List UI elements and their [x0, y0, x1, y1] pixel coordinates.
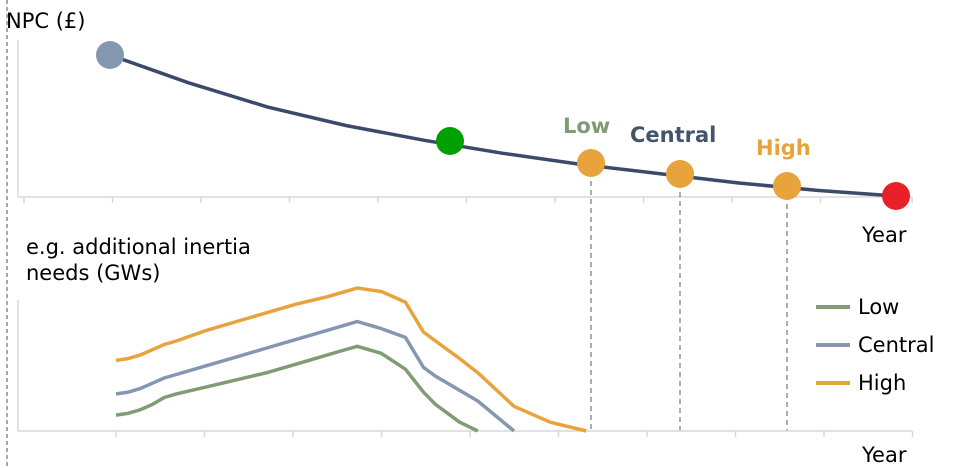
bottom-y-axis-label: e.g. additional inertia needs (GWs): [26, 235, 251, 285]
high-point: [773, 172, 801, 200]
legend-label-high: High: [858, 371, 907, 395]
series-line-low: [115, 344, 479, 433]
end-point: [882, 182, 910, 210]
top-y-axis-label: NPC (£): [6, 9, 86, 33]
start-point: [96, 41, 124, 69]
npc-curve: [108, 53, 898, 198]
scenario-label-central: Central: [630, 123, 717, 147]
low-point: [577, 149, 605, 177]
bottom-x-axis-label: Year: [862, 443, 907, 467]
legend-swatch-low: [816, 305, 850, 309]
legend-swatch-high: [816, 381, 850, 385]
legend-item-low: Low: [816, 288, 934, 326]
legend-swatch-central: [816, 343, 850, 347]
optimal-point: [436, 127, 464, 155]
top-x-axis-label: Year: [862, 223, 907, 247]
scenario-label-low: Low: [563, 114, 611, 138]
scenario-label-high: High: [756, 136, 811, 160]
legend-label-low: Low: [858, 295, 900, 319]
legend-item-central: Central: [816, 326, 934, 364]
legend-label-central: Central: [858, 333, 935, 357]
series-line-central: [115, 319, 516, 433]
legend-item-high: High: [816, 364, 934, 402]
series-line-high: [115, 286, 587, 433]
legend: Low Central High: [816, 288, 934, 402]
central-point: [666, 160, 694, 188]
